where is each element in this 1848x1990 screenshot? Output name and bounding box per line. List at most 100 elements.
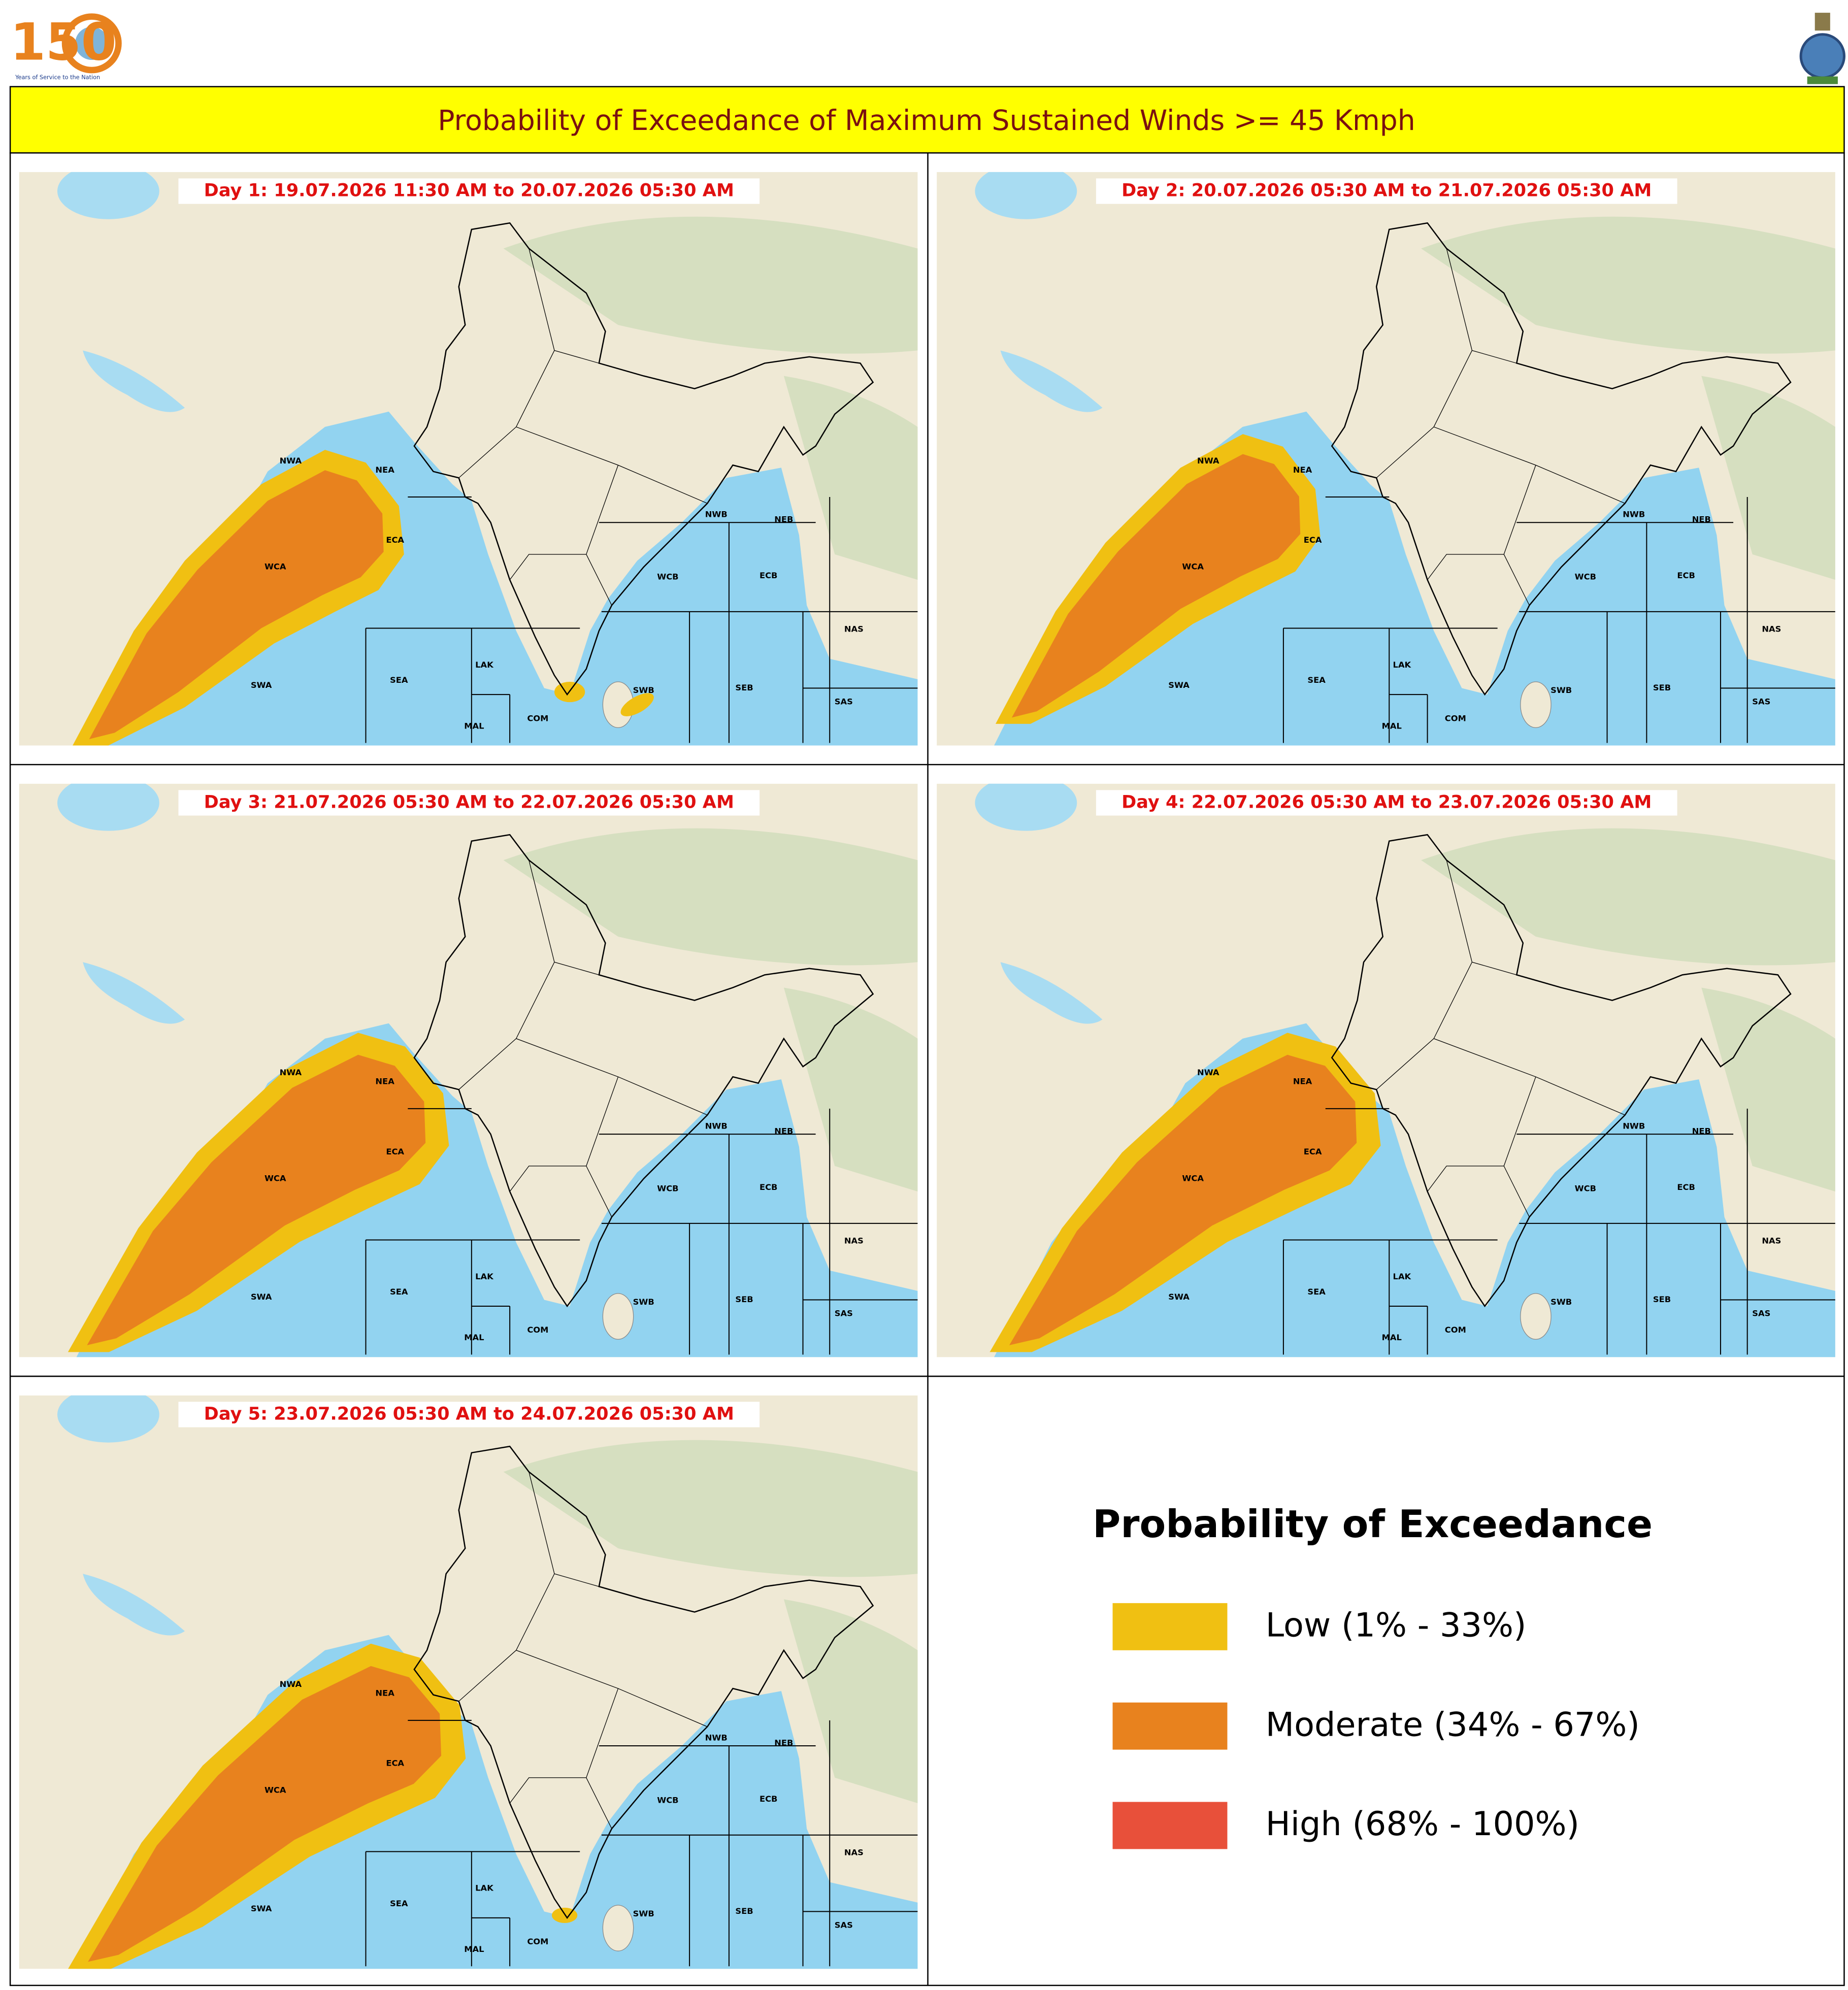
region-label: SEB [735,1906,753,1916]
india-outline [413,834,874,1308]
title-bar [9,86,1845,154]
region-label: SEB [1653,683,1671,692]
region-label: WCB [657,572,678,582]
region-label: LAK [1393,1272,1412,1281]
map-panel: NWA NEA ECA WCA SWA SEA LAK MAL COM SWB SEB SAS NAS W… [19,172,918,746]
map: NWA NEA ECA WCA SWA SEA LAK MAL COM SWB SEB SAS NAS W… [937,783,1835,1357]
region-label: SEA [390,675,408,685]
highlands [1421,216,1835,580]
logo-left: 150 Years of Service to the Nation [10,13,122,81]
sea-area-boundaries [1282,496,1835,743]
map-panel: NWA NEA ECA WCA SWA SEA LAK MAL COM SWB SEB SAS NAS W… [19,1395,918,1969]
region-label: SWA [251,1292,272,1302]
india-outline [413,222,874,696]
legend-label: High (68% - 100%) [1266,1805,1579,1843]
sri-lanka [1520,1293,1552,1340]
sea-area-boundaries [365,1108,918,1355]
map-panel: NWA NEA ECA WCA SWA SEA LAK MAL COM SWB SEB SAS NAS W… [19,783,918,1357]
day-label-bg [178,178,760,204]
region-label: NWA [1197,456,1219,466]
region-label: COM [527,1325,548,1335]
region-label: NEA [1293,465,1312,475]
region-label: WCA [265,1173,286,1183]
region-label: NEA [375,465,394,475]
region-label: SEB [1653,1295,1671,1304]
region-label: COM [527,1937,548,1946]
highlands [1421,828,1835,1192]
region-label: LAK [475,1883,494,1893]
state-lines [458,860,708,1217]
persian-gulf [1000,350,1103,412]
grid-frame [9,152,1845,1986]
persian-gulf [1000,962,1103,1024]
region-label: SAS [835,1920,853,1930]
india-outline [1331,222,1792,696]
legend-title: Probability of Exceedance [1093,1502,1653,1546]
moderate-probability-area [1009,1054,1357,1345]
highlands [503,1440,918,1803]
region-label: NWA [280,1068,302,1077]
region-label: MAL [464,1333,484,1342]
region-label: SAS [835,1309,853,1318]
region-label: NEB [774,515,793,524]
region-label: SEA [1307,675,1326,685]
region-label: NWB [705,1121,728,1131]
region-label: WCA [1182,562,1204,572]
region-label: SEB [735,683,753,692]
region-label: SWA [1168,1292,1190,1302]
legend-swatch [1112,1802,1228,1849]
logo-right [1799,13,1845,84]
region-label: SEA [390,1899,408,1908]
region-label: NAS [1762,624,1781,634]
region-label: ECA [1304,535,1322,545]
day-label: Day 2: 20.07.2026 05:30 AM to 21.07.2026… [1121,180,1652,201]
region-label: WCB [657,1795,678,1805]
region-label: LAK [475,660,494,670]
region-label: SAS [1752,1309,1770,1318]
region-label: NEB [774,1126,793,1136]
moderate-probability-area [88,1666,442,1962]
logo-caption: Years of Service to the Nation [15,74,100,81]
region-label: SWA [251,1904,272,1913]
region-label: SWA [251,680,272,690]
highlands [503,828,918,1192]
low-probability-area [551,1907,578,1923]
region-label: NWB [1623,1121,1645,1131]
region-label: ECB [1677,1182,1695,1192]
sri-lanka [1520,681,1552,728]
region-label: NAS [844,1847,864,1857]
map: NWA NEA ECA WCA SWA SEA LAK MAL COM SWB SEB SAS NAS W… [19,783,918,1357]
region-label: MAL [1382,721,1402,731]
region-label: SEA [1307,1287,1326,1297]
region-label: COM [1445,713,1466,723]
plume [68,1643,466,1969]
plume [68,1033,449,1352]
region-label: NWB [705,510,728,519]
plume [73,450,404,746]
day-label: Day 4: 22.07.2026 05:30 AM to 23.07.2026… [1121,791,1652,812]
region-label: SWB [633,1909,654,1918]
sri-lanka [602,1293,634,1340]
caspian [975,172,1077,219]
legend: Probability of Exceedance Low (1% - 33%) M… [1093,1502,1653,1849]
day-label-bg [1096,178,1677,204]
region-label: SWB [633,685,654,695]
region-label: ECA [1304,1147,1322,1156]
map-panel: NWA NEA ECA WCA SWA SEA LAK MAL COM SWB SEB SAS NAS W… [937,783,1835,1357]
region-label: ECB [760,1182,778,1192]
region-label: WCB [657,1184,678,1193]
day-label: Day 5: 23.07.2026 05:30 AM to 24.07.2026… [204,1403,734,1424]
region-label: NAS [844,1236,864,1245]
region-label: NWA [1197,1068,1219,1077]
region-label: SWB [633,1297,654,1307]
map-panel: NWA NEA ECA WCA SWA SEA LAK MAL COM SWB SEB SAS NAS W… [937,172,1835,746]
region-label: WCA [1182,1173,1204,1183]
day-label: Day 1: 19.07.2026 11:30 AM to 20.07.2026… [204,180,734,201]
moderate-probability-area [87,1054,426,1345]
region-label: NEB [774,1738,793,1748]
moderate-probability-area [1011,454,1301,718]
region-label: SWB [1550,1297,1572,1307]
sri-lanka [602,1905,634,1951]
caspian [975,783,1077,831]
